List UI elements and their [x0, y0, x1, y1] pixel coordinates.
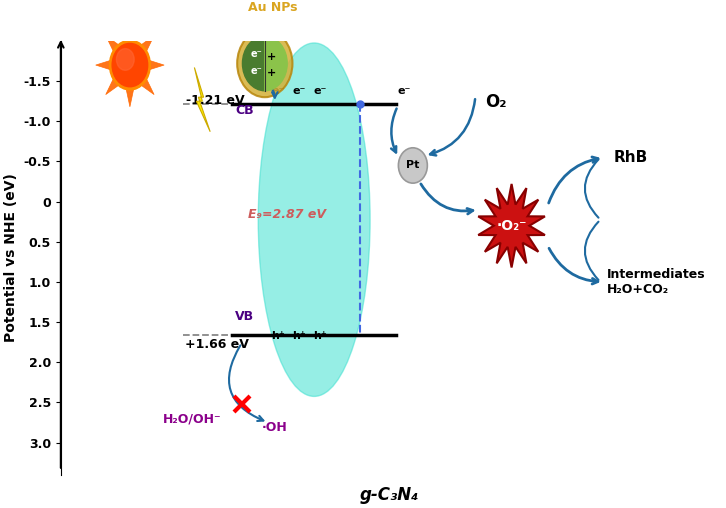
Text: h⁺: h⁺: [313, 331, 327, 341]
Polygon shape: [96, 60, 113, 71]
Wedge shape: [242, 36, 265, 91]
Polygon shape: [147, 60, 164, 71]
Text: +1.66 eV: +1.66 eV: [184, 338, 248, 351]
Circle shape: [399, 148, 428, 183]
X-axis label: g-C₃N₄: g-C₃N₄: [360, 486, 420, 504]
Polygon shape: [139, 36, 154, 54]
Text: e⁻: e⁻: [251, 49, 263, 59]
Text: h⁺: h⁺: [292, 331, 306, 341]
Ellipse shape: [258, 43, 370, 396]
Text: e⁻: e⁻: [314, 86, 327, 96]
Text: +: +: [266, 68, 276, 78]
Text: e⁻: e⁻: [293, 86, 306, 96]
Polygon shape: [106, 76, 121, 94]
Text: O₂: O₂: [485, 93, 507, 111]
Polygon shape: [126, 23, 134, 44]
Polygon shape: [139, 76, 154, 94]
Polygon shape: [478, 184, 545, 268]
Polygon shape: [106, 36, 121, 54]
Text: VB: VB: [235, 310, 254, 324]
Text: +: +: [266, 52, 276, 62]
Text: H₂O/OH⁻: H₂O/OH⁻: [163, 412, 221, 426]
Text: e⁻: e⁻: [398, 86, 411, 96]
Circle shape: [237, 30, 293, 97]
Circle shape: [112, 43, 147, 87]
Y-axis label: Potential vs NHE (eV): Potential vs NHE (eV): [4, 173, 18, 342]
Text: Pt: Pt: [406, 161, 420, 171]
Text: ·OH: ·OH: [261, 421, 287, 433]
Text: ·O₂⁻: ·O₂⁻: [497, 219, 527, 233]
Circle shape: [116, 49, 134, 70]
Text: -1.21 eV: -1.21 eV: [186, 94, 245, 107]
Text: e⁻: e⁻: [251, 67, 263, 77]
Text: E₉=2.87 eV: E₉=2.87 eV: [248, 208, 327, 220]
Text: CB: CB: [235, 104, 254, 117]
Polygon shape: [195, 68, 211, 132]
Text: e⁻: e⁻: [272, 86, 285, 96]
Text: RhB: RhB: [613, 150, 648, 165]
Text: h⁺: h⁺: [271, 331, 285, 341]
Circle shape: [110, 40, 150, 90]
Text: Intermediates
H₂O+CO₂: Intermediates H₂O+CO₂: [607, 268, 706, 296]
Polygon shape: [126, 86, 134, 107]
Wedge shape: [265, 36, 287, 91]
Text: Au NPs: Au NPs: [248, 1, 298, 14]
